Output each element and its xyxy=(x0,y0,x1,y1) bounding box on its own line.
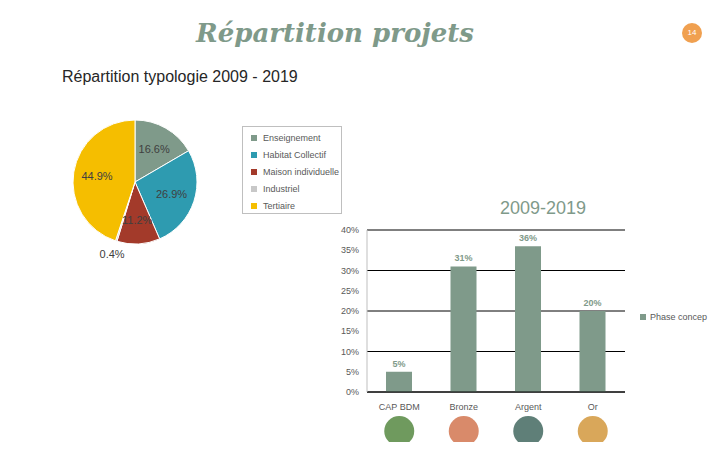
svg-text:31%: 31% xyxy=(454,253,472,263)
svg-text:15%: 15% xyxy=(341,326,359,336)
svg-text:25%: 25% xyxy=(341,286,359,296)
svg-text:36%: 36% xyxy=(519,233,537,243)
html-text:14: 14 xyxy=(687,28,697,37)
svg-text:Bronze: Bronze xyxy=(449,402,478,412)
svg-text:5%: 5% xyxy=(392,359,405,369)
svg-text:0.4%: 0.4% xyxy=(100,248,125,260)
html-text:Répartition typologie 2009 - 2: Répartition typologie 2009 - 2019 xyxy=(62,68,298,85)
svg-text:44.9%: 44.9% xyxy=(81,170,112,182)
html-text:2009-2019: 2009-2019 xyxy=(500,198,587,218)
svg-text:30%: 30% xyxy=(341,266,359,276)
svg-text:16.6%: 16.6% xyxy=(139,143,170,155)
html-text:Phase concep: Phase concep xyxy=(650,312,707,322)
svg-text:CAP BDM: CAP BDM xyxy=(379,402,420,412)
html-text:Tertiaire: Tertiaire xyxy=(263,200,295,211)
html-text:Enseignement: Enseignement xyxy=(263,132,321,143)
svg-text:20%: 20% xyxy=(341,306,359,316)
html-text:Habitat Collectif: Habitat Collectif xyxy=(263,149,326,160)
svg-text:Or: Or xyxy=(588,402,598,412)
svg-text:11.2%: 11.2% xyxy=(122,214,153,226)
svg-text:26.9%: 26.9% xyxy=(156,188,187,200)
svg-text:35%: 35% xyxy=(341,245,359,255)
svg-text:10%: 10% xyxy=(341,347,359,357)
html-text:Industriel: Industriel xyxy=(263,183,300,194)
svg-text:5%: 5% xyxy=(346,367,359,377)
svg-text:20%: 20% xyxy=(583,298,601,308)
svg-text:Argent: Argent xyxy=(515,402,542,412)
html-text:Répartition projets: Répartition projets xyxy=(196,18,474,48)
svg-text:0%: 0% xyxy=(346,387,359,397)
html-text:Maison individuelle: Maison individuelle xyxy=(263,166,339,177)
svg-text:40%: 40% xyxy=(341,225,359,235)
